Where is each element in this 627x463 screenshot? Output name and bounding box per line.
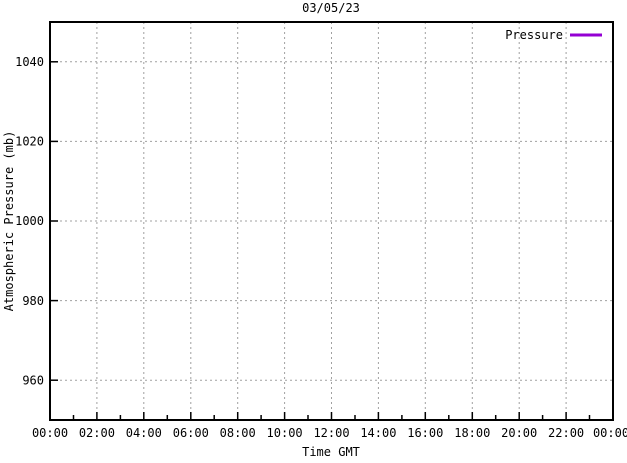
legend: Pressure [505,28,602,42]
x-tick-label: 10:00 [267,426,303,440]
chart-title: 03/05/23 [302,1,360,15]
y-tick-label: 1000 [15,214,44,228]
x-tick-label: 06:00 [173,426,209,440]
x-tick-label: 04:00 [126,426,162,440]
x-tick-label: 20:00 [501,426,537,440]
y-axis-ticks [50,61,58,381]
x-tick-label: 02:00 [79,426,115,440]
x-axis-label: Time GMT [302,445,360,459]
x-tick-label: 22:00 [548,426,584,440]
x-tick-label: 12:00 [313,426,349,440]
x-axis-minor-ticks [72,415,591,420]
legend-label: Pressure [505,28,563,42]
horizontal-gridlines [50,61,613,381]
x-tick-label: 00:00 [593,426,627,440]
x-tick-label: 14:00 [360,426,396,440]
x-tick-labels: 00:00 02:00 04:00 06:00 08:00 10:00 12:0… [32,426,627,440]
y-tick-labels: 1040 1020 1000 980 960 [15,55,44,387]
y-tick-label: 980 [22,294,44,308]
x-tick-label: 16:00 [407,426,443,440]
y-tick-label: 1040 [15,55,44,69]
x-tick-label: 08:00 [220,426,256,440]
y-tick-label: 1020 [15,135,44,149]
x-tick-label: 00:00 [32,426,68,440]
x-axis-major-ticks [49,412,614,420]
x-tick-label: 18:00 [454,426,490,440]
y-tick-label: 960 [22,373,44,387]
vertical-gridlines [96,22,567,420]
y-axis-label: Atmospheric Pressure (mb) [2,131,16,312]
